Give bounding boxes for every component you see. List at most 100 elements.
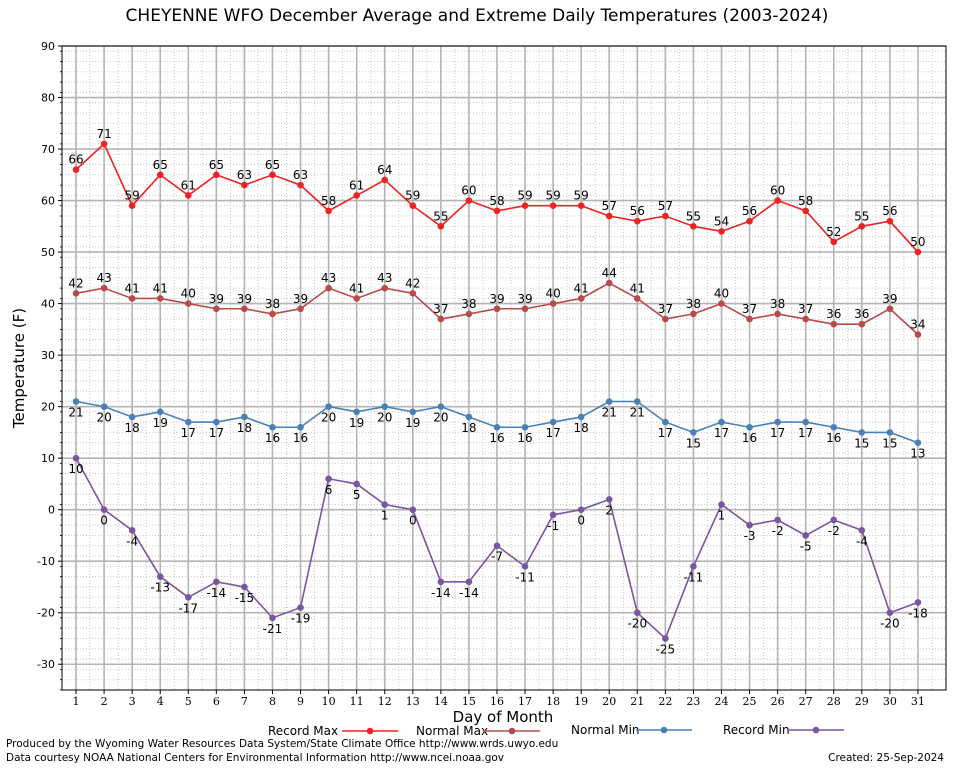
data-point bbox=[437, 223, 445, 230]
legend-label: Record Max bbox=[268, 724, 338, 738]
data-label: 17 bbox=[714, 426, 729, 440]
data-point bbox=[269, 310, 276, 318]
data-point bbox=[269, 171, 276, 179]
data-point bbox=[746, 315, 753, 323]
data-point bbox=[297, 423, 304, 431]
data-label: 61 bbox=[349, 178, 364, 192]
data-label: 13 bbox=[910, 447, 925, 461]
data-label: 44 bbox=[602, 266, 617, 280]
data-point bbox=[381, 176, 389, 184]
data-point bbox=[521, 423, 529, 431]
legend-label: Normal Max bbox=[416, 724, 488, 738]
legend-label: Normal Min bbox=[571, 723, 640, 737]
data-label: 56 bbox=[630, 204, 645, 218]
x-tick-label: 3 bbox=[129, 695, 136, 708]
data-point bbox=[690, 310, 697, 318]
data-label: 59 bbox=[545, 189, 560, 203]
data-point bbox=[774, 197, 781, 204]
data-label: 15 bbox=[854, 436, 869, 450]
data-label: 21 bbox=[630, 405, 645, 419]
data-point bbox=[605, 279, 613, 287]
data-point bbox=[465, 197, 473, 204]
data-point bbox=[325, 475, 332, 483]
data-label: 42 bbox=[68, 276, 83, 290]
data-label: 37 bbox=[433, 302, 448, 316]
data-label: -11 bbox=[515, 570, 535, 584]
data-label: -13 bbox=[150, 581, 170, 595]
y-axis-ticks: -30 -20 -10 0 10 20 30 40 50 60 70 80 90 bbox=[37, 40, 62, 691]
x-tick-label: 24 bbox=[714, 695, 728, 708]
data-label: 59 bbox=[405, 189, 420, 203]
data-label: 20 bbox=[321, 411, 336, 425]
data-label: 39 bbox=[882, 292, 897, 306]
data-label: 16 bbox=[489, 431, 504, 445]
footer-produced-by: Produced by the Wyoming Water Resources … bbox=[6, 738, 559, 750]
data-point bbox=[886, 305, 894, 313]
data-label: 64 bbox=[377, 163, 392, 177]
data-point bbox=[858, 223, 866, 230]
data-point bbox=[521, 202, 529, 210]
data-point bbox=[269, 614, 276, 622]
data-label: 63 bbox=[293, 168, 308, 182]
data-point bbox=[241, 305, 248, 313]
data-point bbox=[184, 192, 192, 199]
data-point bbox=[690, 223, 697, 230]
data-point bbox=[830, 423, 838, 431]
data-point bbox=[297, 604, 304, 611]
data-label: 40 bbox=[181, 287, 196, 301]
data-label: 50 bbox=[910, 235, 925, 249]
x-tick-label: 11 bbox=[350, 695, 364, 708]
data-point bbox=[858, 320, 866, 328]
data-label: 56 bbox=[882, 204, 897, 218]
data-point bbox=[521, 305, 529, 313]
data-point bbox=[72, 289, 80, 297]
data-label: -25 bbox=[656, 642, 676, 656]
data-label: 38 bbox=[265, 297, 280, 311]
data-point bbox=[241, 583, 248, 591]
data-point bbox=[746, 423, 753, 431]
legend-label: Record Min bbox=[723, 723, 790, 737]
grid-minor bbox=[62, 46, 946, 691]
data-label: -7 bbox=[491, 550, 503, 564]
legend-item-record-max: Record Max bbox=[268, 724, 398, 738]
data-point bbox=[914, 439, 922, 447]
x-tick-label: 31 bbox=[911, 695, 925, 708]
data-label: -14 bbox=[459, 586, 479, 600]
data-label: 65 bbox=[209, 158, 224, 172]
data-label: 37 bbox=[658, 302, 673, 316]
y-tick-label: -20 bbox=[37, 607, 55, 620]
data-label: 1 bbox=[381, 509, 389, 523]
data-label: 55 bbox=[433, 209, 448, 223]
data-label: 41 bbox=[153, 281, 168, 295]
data-point bbox=[409, 202, 417, 210]
data-label: -2 bbox=[828, 524, 840, 538]
data-point bbox=[213, 305, 220, 313]
data-label: -19 bbox=[291, 612, 311, 626]
data-point bbox=[521, 563, 529, 570]
data-point bbox=[577, 506, 585, 513]
data-point bbox=[830, 320, 838, 328]
data-label: -20 bbox=[627, 617, 647, 631]
data-label: 39 bbox=[209, 292, 224, 306]
data-label: 0 bbox=[100, 514, 108, 528]
data-label: 38 bbox=[461, 297, 476, 311]
data-point bbox=[241, 413, 248, 421]
y-tick-label: -10 bbox=[37, 555, 55, 568]
x-tick-label: 29 bbox=[855, 695, 869, 708]
data-label: 19 bbox=[405, 416, 420, 430]
grid-major bbox=[62, 45, 946, 690]
y-axis-label: Temperature (F) bbox=[10, 308, 28, 429]
x-tick-label: 12 bbox=[378, 695, 392, 708]
data-label: 38 bbox=[686, 297, 701, 311]
data-point bbox=[297, 181, 304, 189]
data-point bbox=[297, 305, 304, 313]
data-point bbox=[72, 166, 80, 173]
data-label: 59 bbox=[125, 189, 140, 203]
data-label: 71 bbox=[96, 127, 111, 141]
data-point bbox=[802, 418, 809, 426]
data-label: -21 bbox=[263, 622, 283, 636]
data-point bbox=[465, 310, 473, 318]
data-point bbox=[72, 454, 80, 462]
x-tick-label: 26 bbox=[771, 695, 785, 708]
data-label: 6 bbox=[325, 483, 333, 497]
